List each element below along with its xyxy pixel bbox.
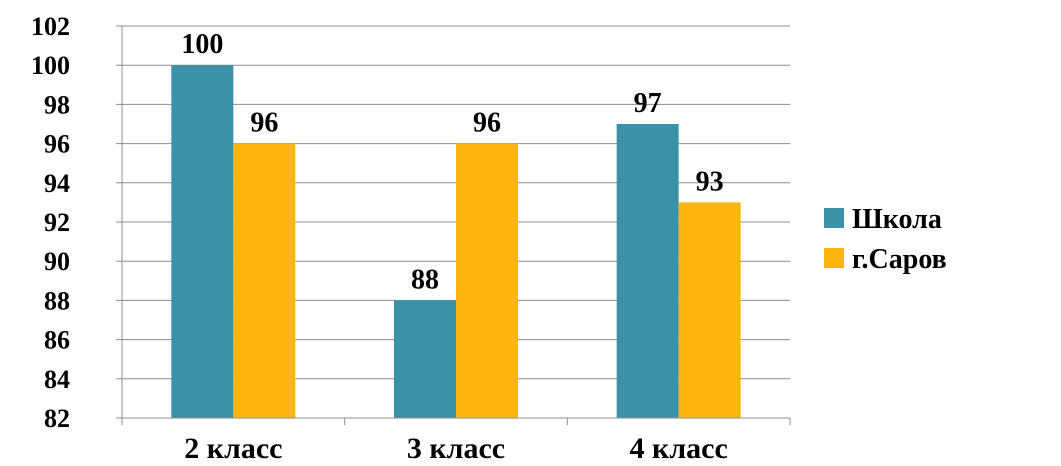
axes: 82 84 86 88 90 92 94 96 98 100 102 2 класс 3 класс 4 …	[31, 12, 791, 465]
y-tick-label: 96	[44, 130, 70, 159]
legend: Школа г.Саров	[824, 204, 947, 275]
data-labels: 100 96 88 96 97 93	[181, 29, 723, 295]
data-label: 100	[181, 29, 223, 60]
y-tick-label: 90	[44, 247, 70, 276]
y-tick-label: 88	[44, 286, 70, 315]
y-tick-label: 98	[44, 90, 70, 119]
y-tick-label: 94	[44, 169, 70, 198]
data-label: 93	[696, 166, 724, 197]
x-tick-label: 2 класс	[184, 432, 282, 461]
legend-swatch	[824, 208, 844, 228]
bar-school	[616, 124, 679, 418]
legend-label: Школа	[852, 204, 942, 235]
data-label: 88	[411, 264, 439, 295]
data-label: 96	[473, 108, 501, 139]
bar-sarov	[456, 143, 518, 418]
legend-swatch	[824, 248, 844, 268]
bar-sarov	[678, 202, 741, 418]
bar-school	[171, 65, 234, 418]
y-tick-label: 92	[44, 208, 70, 237]
y-tick-label: 84	[44, 365, 70, 394]
bar-sarov	[233, 143, 296, 418]
bars	[171, 65, 741, 418]
x-tick-label: 3 класс	[407, 432, 505, 461]
bar-school	[394, 300, 456, 418]
y-tick-label: 102	[31, 12, 70, 41]
data-label: 96	[250, 108, 278, 139]
y-tick-label: 100	[31, 51, 70, 80]
y-tick-label: 86	[44, 326, 70, 355]
legend-label: г.Саров	[852, 244, 947, 275]
data-label: 97	[634, 88, 662, 119]
y-tick-label: 82	[44, 404, 70, 433]
x-tick-label: 4 класс	[630, 432, 728, 461]
